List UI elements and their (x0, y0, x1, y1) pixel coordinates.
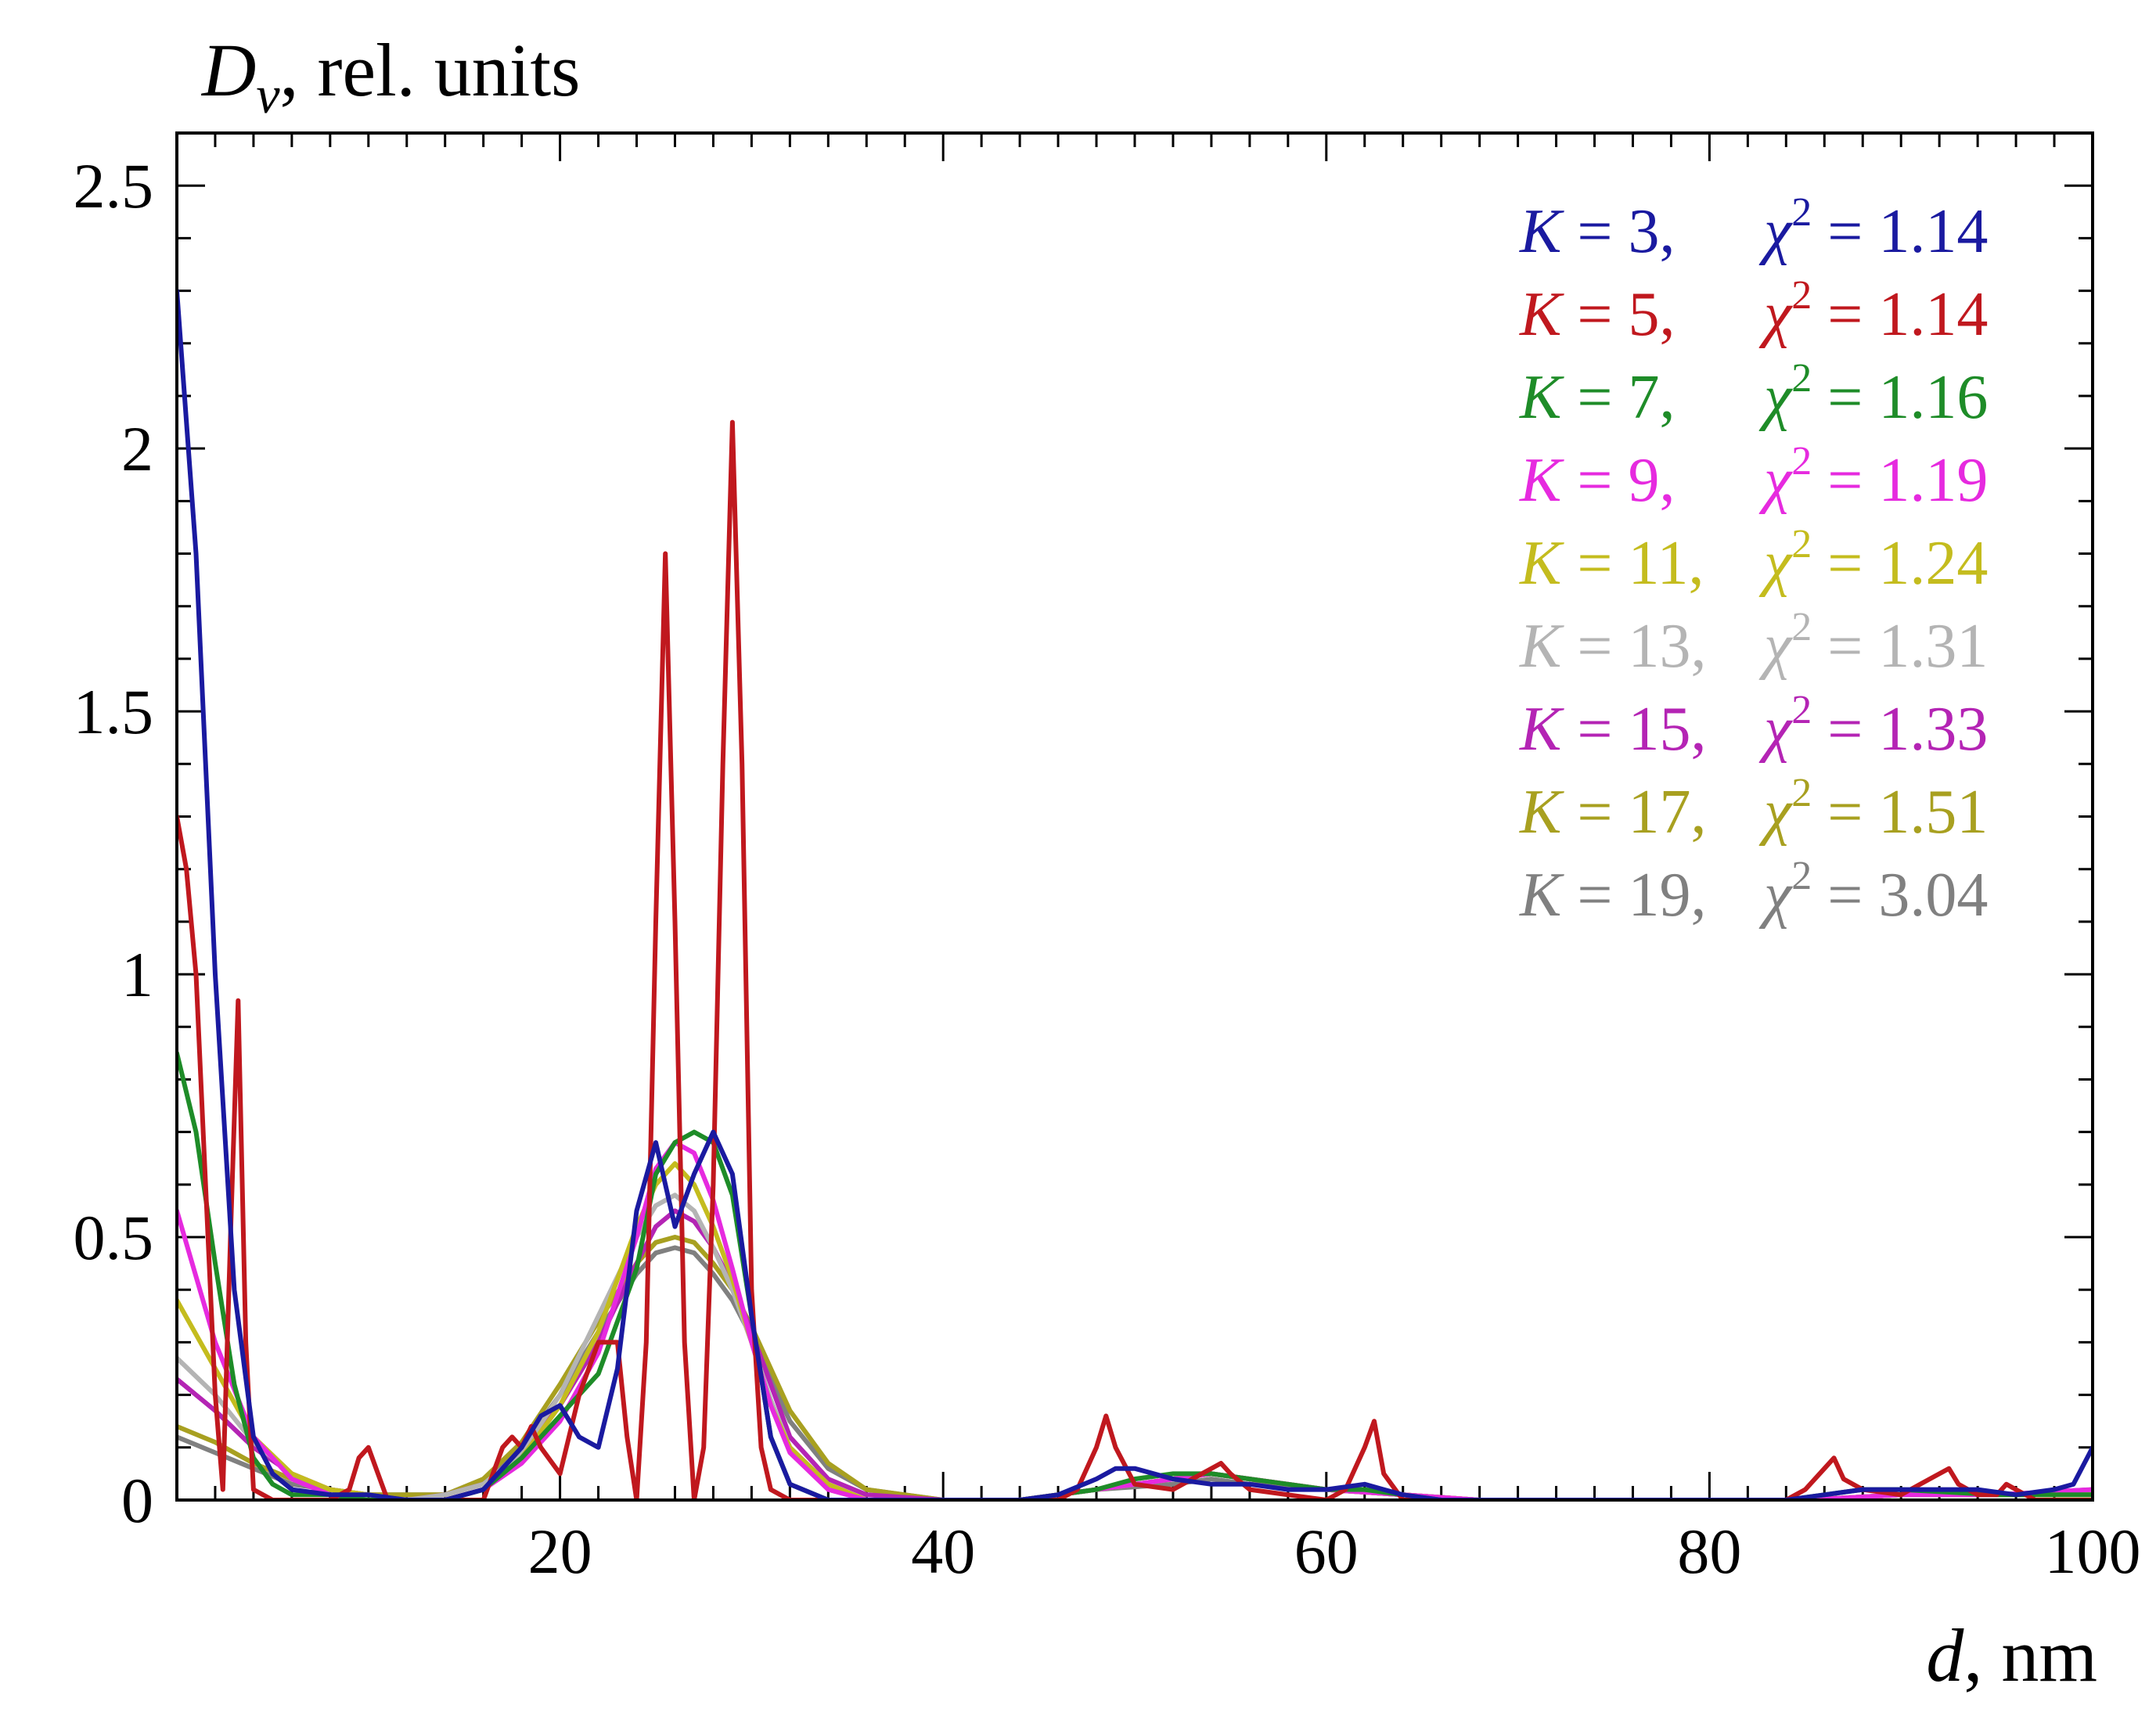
x-axis-symbol: d (1926, 1613, 1964, 1697)
legend-chi2-label: χ2 = 1.33 (1758, 688, 1988, 764)
y-tick-label: 0.5 (74, 1202, 154, 1273)
x-tick-label: 20 (528, 1516, 592, 1587)
x-tick-label: 100 (2045, 1516, 2141, 1587)
y-tick-label: 2 (121, 413, 153, 484)
legend-k-label: K = 3, (1519, 197, 1675, 266)
legend-k-label: K = 19, (1519, 861, 1706, 930)
legend-k-label: K = 5, (1519, 280, 1675, 349)
legend-chi2-label: χ2 = 1.14 (1758, 190, 1988, 266)
x-axis-label: d, nm (1926, 1613, 2097, 1697)
tick-labels: 20 40 60 80 100 0 0.5 1 1.5 2 2.5 (74, 150, 2141, 1587)
plot-frame (175, 131, 2094, 1502)
legend-chi2-label: χ2 = 1.16 (1758, 356, 1988, 432)
y-axis-label: Dv, rel. units (200, 28, 580, 124)
legend-k-label: K = 11, (1519, 529, 1704, 598)
legend-k-label: K = 17, (1519, 778, 1706, 847)
y-axis-subscript: v (256, 65, 280, 124)
legend-k-label: K = 9, (1519, 446, 1675, 515)
x-axis-label-rest: , nm (1963, 1613, 2097, 1697)
y-tick-label: 2.5 (74, 150, 154, 221)
y-tick-label: 1.5 (74, 676, 154, 747)
legend-chi2-label: χ2 = 1.24 (1758, 522, 1988, 598)
x-tick-label: 40 (911, 1516, 975, 1587)
y-tick-label: 0 (121, 1465, 153, 1536)
legend-k-label: K = 13, (1519, 612, 1706, 681)
legend-chi2-label: χ2 = 1.51 (1758, 771, 1988, 847)
y-tick-label: 1 (121, 939, 153, 1010)
legend-chi2-label: χ2 = 1.19 (1758, 439, 1988, 515)
y-axis-symbol: D (200, 28, 256, 112)
x-tick-label: 80 (1677, 1516, 1741, 1587)
legend-k-label: K = 7, (1519, 363, 1675, 432)
legend-chi2-label: χ2 = 3.04 (1758, 854, 1988, 930)
legend-chi2-label: χ2 = 1.31 (1758, 605, 1988, 681)
legend-chi2-label: χ2 = 1.14 (1758, 273, 1988, 349)
legend: K = 3, χ2 = 1.14 K = 5, χ2 = 1.14 K = 7, χ2 =… (1519, 190, 1988, 930)
y-axis-label-rest: , rel. units (280, 28, 581, 112)
legend-k-label: K = 15, (1519, 695, 1706, 764)
x-tick-label: 60 (1294, 1516, 1359, 1587)
series-line-k5 (177, 419, 2093, 1500)
